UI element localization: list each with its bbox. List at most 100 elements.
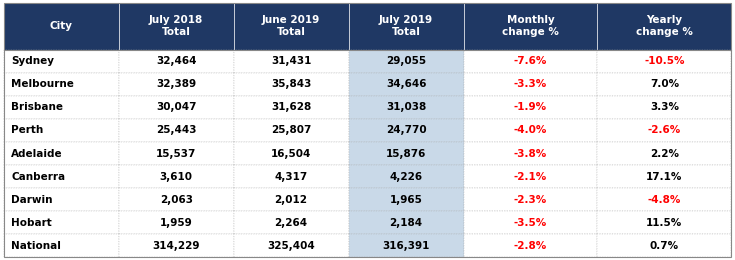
Bar bbox=[598, 73, 731, 96]
Text: July 2019
Total: July 2019 Total bbox=[379, 15, 433, 37]
Text: -2.3%: -2.3% bbox=[514, 195, 547, 205]
Text: Monthly
change %: Monthly change % bbox=[502, 15, 559, 37]
Text: City: City bbox=[50, 21, 73, 31]
Bar bbox=[118, 96, 234, 119]
Bar bbox=[598, 50, 731, 73]
Text: 2.2%: 2.2% bbox=[650, 148, 679, 159]
Text: 2,184: 2,184 bbox=[390, 218, 423, 228]
Bar bbox=[118, 211, 234, 234]
Bar bbox=[348, 3, 464, 50]
Text: 7.0%: 7.0% bbox=[650, 79, 679, 89]
Bar bbox=[464, 165, 598, 188]
Bar bbox=[234, 234, 348, 257]
Text: 16,504: 16,504 bbox=[271, 148, 312, 159]
Text: 2,264: 2,264 bbox=[275, 218, 308, 228]
Bar bbox=[234, 165, 348, 188]
Bar bbox=[598, 211, 731, 234]
Text: Brisbane: Brisbane bbox=[11, 102, 63, 112]
Text: Perth: Perth bbox=[11, 126, 43, 135]
Text: -3.3%: -3.3% bbox=[514, 79, 547, 89]
Text: 11.5%: 11.5% bbox=[646, 218, 683, 228]
Bar bbox=[464, 142, 598, 165]
Bar bbox=[598, 234, 731, 257]
Bar bbox=[598, 96, 731, 119]
Text: 31,038: 31,038 bbox=[386, 102, 426, 112]
Text: 32,464: 32,464 bbox=[156, 56, 196, 66]
Bar bbox=[4, 50, 118, 73]
Text: 3.3%: 3.3% bbox=[650, 102, 679, 112]
Bar bbox=[464, 73, 598, 96]
Bar bbox=[118, 188, 234, 211]
Bar bbox=[348, 234, 464, 257]
Bar bbox=[4, 211, 118, 234]
Text: 25,443: 25,443 bbox=[156, 126, 196, 135]
Text: -4.8%: -4.8% bbox=[648, 195, 681, 205]
Bar bbox=[118, 50, 234, 73]
Text: 32,389: 32,389 bbox=[156, 79, 196, 89]
Bar bbox=[598, 142, 731, 165]
Text: 0.7%: 0.7% bbox=[650, 241, 679, 251]
Text: 29,055: 29,055 bbox=[386, 56, 426, 66]
Text: 4,226: 4,226 bbox=[390, 172, 423, 182]
Bar bbox=[4, 119, 118, 142]
Bar bbox=[234, 73, 348, 96]
Text: 15,876: 15,876 bbox=[386, 148, 426, 159]
Text: 30,047: 30,047 bbox=[156, 102, 196, 112]
Text: 1,965: 1,965 bbox=[390, 195, 423, 205]
Bar bbox=[118, 73, 234, 96]
Text: 24,770: 24,770 bbox=[386, 126, 426, 135]
Text: Canberra: Canberra bbox=[11, 172, 65, 182]
Text: -3.8%: -3.8% bbox=[514, 148, 547, 159]
Text: -1.9%: -1.9% bbox=[514, 102, 547, 112]
Text: -7.6%: -7.6% bbox=[514, 56, 547, 66]
Text: Adelaide: Adelaide bbox=[11, 148, 62, 159]
Text: Melbourne: Melbourne bbox=[11, 79, 74, 89]
Bar bbox=[464, 188, 598, 211]
Bar bbox=[464, 119, 598, 142]
Text: -2.8%: -2.8% bbox=[514, 241, 547, 251]
Text: Hobart: Hobart bbox=[11, 218, 51, 228]
Bar bbox=[348, 188, 464, 211]
Text: 314,229: 314,229 bbox=[152, 241, 200, 251]
Bar bbox=[348, 119, 464, 142]
Bar bbox=[4, 3, 118, 50]
Bar bbox=[118, 165, 234, 188]
Bar bbox=[598, 165, 731, 188]
Text: -10.5%: -10.5% bbox=[644, 56, 684, 66]
Text: June 2019
Total: June 2019 Total bbox=[262, 15, 320, 37]
Text: Darwin: Darwin bbox=[11, 195, 52, 205]
Bar bbox=[598, 119, 731, 142]
Bar bbox=[348, 96, 464, 119]
Bar bbox=[234, 50, 348, 73]
Bar bbox=[464, 50, 598, 73]
Bar bbox=[348, 211, 464, 234]
Bar bbox=[118, 119, 234, 142]
Text: 31,628: 31,628 bbox=[271, 102, 311, 112]
Text: 3,610: 3,610 bbox=[159, 172, 193, 182]
Text: -2.6%: -2.6% bbox=[648, 126, 681, 135]
Text: 2,063: 2,063 bbox=[159, 195, 193, 205]
Bar bbox=[4, 73, 118, 96]
Bar bbox=[464, 96, 598, 119]
Bar bbox=[234, 211, 348, 234]
Bar bbox=[464, 211, 598, 234]
Text: 325,404: 325,404 bbox=[268, 241, 315, 251]
Bar bbox=[234, 142, 348, 165]
Bar bbox=[4, 234, 118, 257]
Text: 35,843: 35,843 bbox=[271, 79, 312, 89]
Text: National: National bbox=[11, 241, 61, 251]
Text: -3.5%: -3.5% bbox=[514, 218, 547, 228]
Bar bbox=[118, 142, 234, 165]
Bar bbox=[348, 142, 464, 165]
Bar bbox=[464, 3, 598, 50]
Text: 316,391: 316,391 bbox=[382, 241, 430, 251]
Text: 17.1%: 17.1% bbox=[646, 172, 683, 182]
Text: 25,807: 25,807 bbox=[271, 126, 312, 135]
Text: 1,959: 1,959 bbox=[159, 218, 193, 228]
Text: -4.0%: -4.0% bbox=[514, 126, 547, 135]
Bar bbox=[4, 165, 118, 188]
Bar bbox=[348, 73, 464, 96]
Bar bbox=[464, 234, 598, 257]
Text: 31,431: 31,431 bbox=[271, 56, 312, 66]
Bar bbox=[4, 188, 118, 211]
